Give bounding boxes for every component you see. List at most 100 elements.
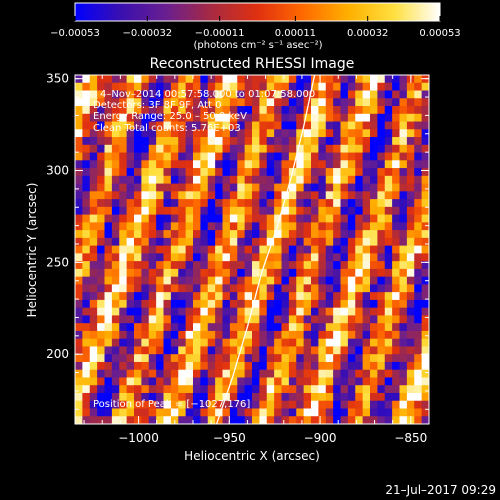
heatmap-cell [229, 253, 238, 262]
heatmap-cell [75, 346, 83, 355]
heatmap-cell [244, 253, 253, 262]
heatmap-cell [207, 284, 216, 293]
heatmap-cell [148, 214, 157, 223]
heatmap-cell [318, 82, 327, 92]
heatmap-cell [200, 268, 209, 278]
heatmap-cell [318, 237, 327, 247]
heatmap-cell [362, 98, 371, 107]
heatmap-cell [104, 253, 113, 262]
heatmap-cell [340, 191, 349, 200]
colorbar-tick-label: −0.00032 [122, 28, 172, 39]
heatmap-cell [119, 338, 128, 348]
heatmap-cell [141, 152, 150, 161]
heatmap-cell [229, 214, 238, 223]
heatmap-cell [318, 276, 327, 285]
heatmap-cell [399, 292, 408, 301]
heatmap-cell [111, 199, 120, 208]
heatmap-cell [266, 82, 275, 92]
heatmap-cell [82, 183, 91, 192]
heatmap-cell [178, 152, 187, 161]
heatmap-cell [141, 276, 150, 285]
heatmap-cell [229, 106, 238, 115]
heatmap-cell [392, 377, 401, 386]
heatmap-cell [377, 400, 386, 410]
heatmap-cell [185, 175, 194, 185]
heatmap-cell [170, 392, 179, 402]
heatmap-cell [104, 330, 113, 340]
heatmap-cell [134, 346, 142, 355]
heatmap-cell [82, 400, 91, 410]
heatmap-cell [185, 206, 194, 216]
heatmap-cell [421, 292, 429, 301]
heatmap-cell [148, 369, 157, 379]
heatmap-cell [156, 206, 165, 216]
heatmap-cell [207, 307, 216, 317]
heatmap-cell [414, 129, 423, 138]
heatmap-cell [126, 152, 135, 161]
heatmap-cell [325, 121, 334, 130]
heatmap-cell [185, 253, 194, 262]
heatmap-cell [266, 354, 275, 363]
heatmap-cell [104, 230, 113, 239]
heatmap-cell [200, 307, 209, 317]
heatmap-cell [215, 338, 224, 348]
heatmap-cell [237, 268, 246, 278]
heatmap-cell [288, 276, 297, 285]
heatmap-cell [75, 121, 83, 130]
heatmap-cell [237, 377, 246, 386]
heatmap-cell [347, 98, 356, 107]
heatmap-cell [414, 392, 423, 402]
heatmap-cell [377, 199, 386, 208]
heatmap-cell [97, 98, 106, 107]
heatmap-cell [266, 152, 275, 161]
heatmap-cell [252, 377, 260, 386]
heatmap-cell [134, 284, 142, 293]
heatmap-cell [141, 408, 150, 417]
heatmap-cell [296, 199, 305, 208]
heatmap-cell [325, 315, 334, 324]
heatmap-cell [362, 338, 371, 348]
heatmap-cell [333, 323, 342, 332]
heatmap-cell [170, 354, 179, 363]
heatmap-cell [303, 253, 312, 262]
heatmap-cell [274, 369, 283, 379]
heatmap-cell [134, 175, 142, 185]
heatmap-cell [406, 160, 415, 169]
heatmap-cell [111, 183, 120, 192]
heatmap-cell [222, 284, 231, 293]
heatmap-cell [89, 144, 98, 154]
heatmap-cell [288, 230, 297, 239]
heatmap-cell [281, 276, 290, 285]
heatmap-cell [266, 168, 275, 177]
heatmap-cell [156, 245, 165, 254]
heatmap-cell [399, 168, 408, 177]
colorbar-ticks: −0.00053 −0.00032 −0.00011 0.00011 0.00032 0.… [50, 16, 461, 39]
heatmap-cell [333, 206, 342, 216]
heatmap-cell [237, 168, 246, 177]
heatmap-cell [347, 160, 356, 169]
heatmap-cell [244, 183, 253, 192]
heatmap-cell [325, 354, 334, 363]
heatmap-cell [178, 299, 187, 309]
heatmap-cell [178, 315, 187, 324]
heatmap-cell [414, 408, 423, 417]
heatmap-cell [75, 214, 83, 223]
heatmap-cell [274, 168, 283, 177]
heatmap-cell [392, 98, 401, 107]
heatmap-cell [104, 222, 113, 231]
heatmap-cell [104, 98, 113, 107]
heatmap-cell [355, 276, 364, 285]
heatmap-cell [370, 82, 378, 92]
heatmap-cell [244, 222, 253, 231]
heatmap-cell [156, 400, 165, 410]
heatmap-cell [252, 261, 260, 270]
heatmap-cell [75, 369, 83, 379]
heatmap-cell [111, 323, 120, 332]
heatmap-cell [141, 206, 150, 216]
heatmap-cell [97, 245, 106, 254]
heatmap-cell [392, 276, 401, 285]
heatmap-cell [392, 199, 401, 208]
heatmap-cell [163, 206, 172, 216]
heatmap-cell [399, 75, 408, 84]
heatmap-cell [406, 253, 415, 262]
